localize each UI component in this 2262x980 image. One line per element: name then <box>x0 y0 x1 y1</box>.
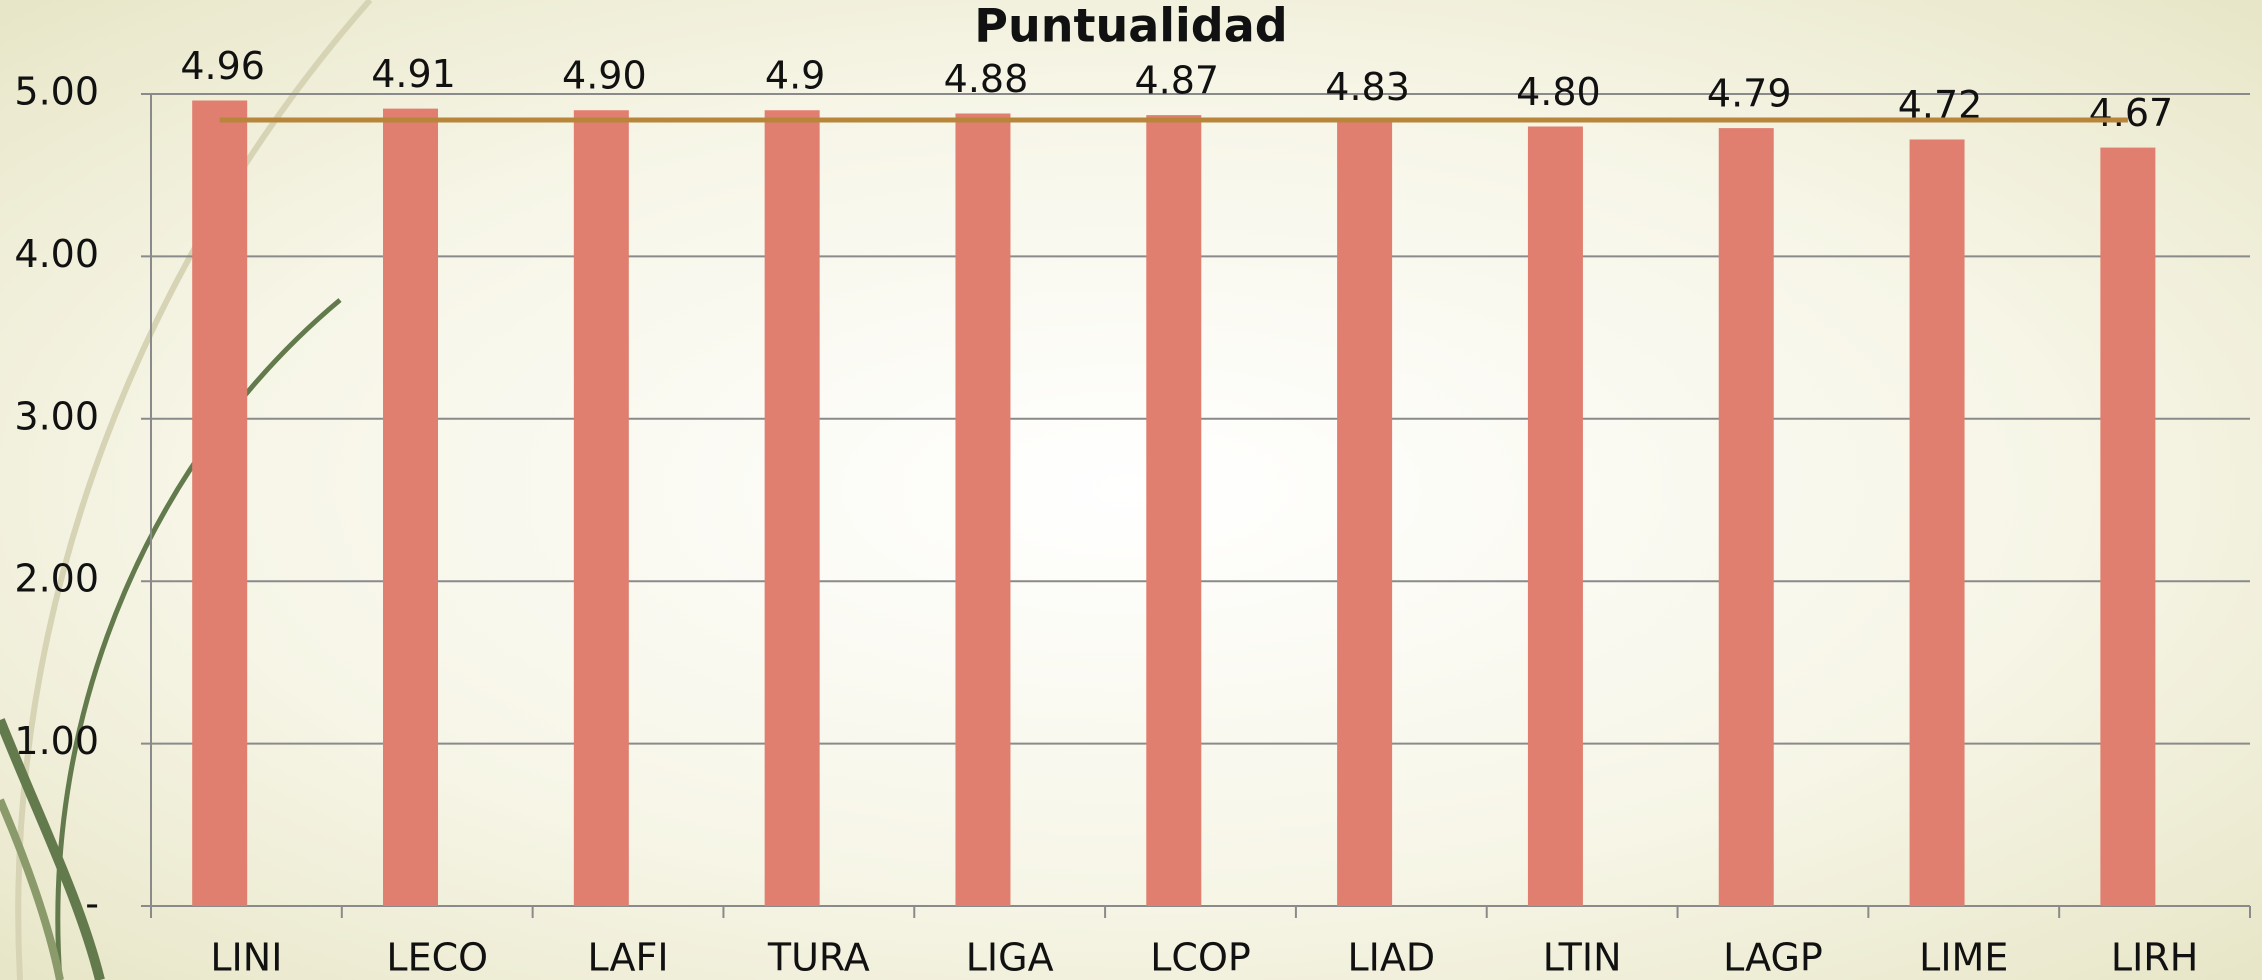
value-label: 4.67 <box>2089 91 2174 135</box>
x-tick-label: LIRH <box>2111 936 2198 980</box>
y-tick-label: 2.00 <box>14 557 99 601</box>
x-tick-label: LIGA <box>966 936 1054 980</box>
y-tick-label: 1.00 <box>14 719 99 763</box>
x-tick-label: LINI <box>210 936 282 980</box>
x-tick-label: LCOP <box>1150 936 1251 980</box>
value-label: 4.80 <box>1516 70 1601 114</box>
x-tick-label: LTIN <box>1543 936 1622 980</box>
x-tick-label: TURA <box>767 936 870 980</box>
bar <box>383 109 438 906</box>
bar <box>192 100 247 906</box>
y-tick-label: - <box>85 882 99 926</box>
y-tick-label: 5.00 <box>14 70 99 114</box>
bar <box>1910 139 1965 906</box>
x-tick-label: LECO <box>386 936 488 980</box>
bar <box>1528 126 1583 906</box>
y-tick-label: 3.00 <box>14 394 99 438</box>
value-label: 4.79 <box>1707 72 1792 116</box>
value-label: 4.90 <box>562 54 647 98</box>
bar <box>1146 115 1201 906</box>
value-label: 4.87 <box>1134 59 1219 103</box>
bar <box>1337 122 1392 906</box>
page: Puntualidad - 1.00 2.00 3.00 4.00 5.00 LINI 4.9… <box>0 0 2262 980</box>
bar <box>1719 128 1774 906</box>
chart: Puntualidad - 1.00 2.00 3.00 4.00 5.00 LINI 4.9… <box>0 0 2262 980</box>
x-tick-label: LAFI <box>587 936 668 980</box>
value-label: 4.96 <box>180 44 265 88</box>
value-label: 4.91 <box>371 52 456 96</box>
bar <box>2100 148 2155 906</box>
y-tick-label: 4.00 <box>14 232 99 276</box>
bar <box>955 113 1010 906</box>
x-tick-label: LIME <box>1919 936 2008 980</box>
value-label: 4.83 <box>1325 65 1410 109</box>
value-label: 4.9 <box>765 54 825 98</box>
chart-title: Puntualidad <box>974 0 1287 53</box>
x-tick-label: LIAD <box>1347 936 1435 980</box>
bar <box>574 110 629 906</box>
x-tick-label: LAGP <box>1723 936 1823 980</box>
value-label: 4.88 <box>944 57 1029 101</box>
bar <box>765 110 820 906</box>
